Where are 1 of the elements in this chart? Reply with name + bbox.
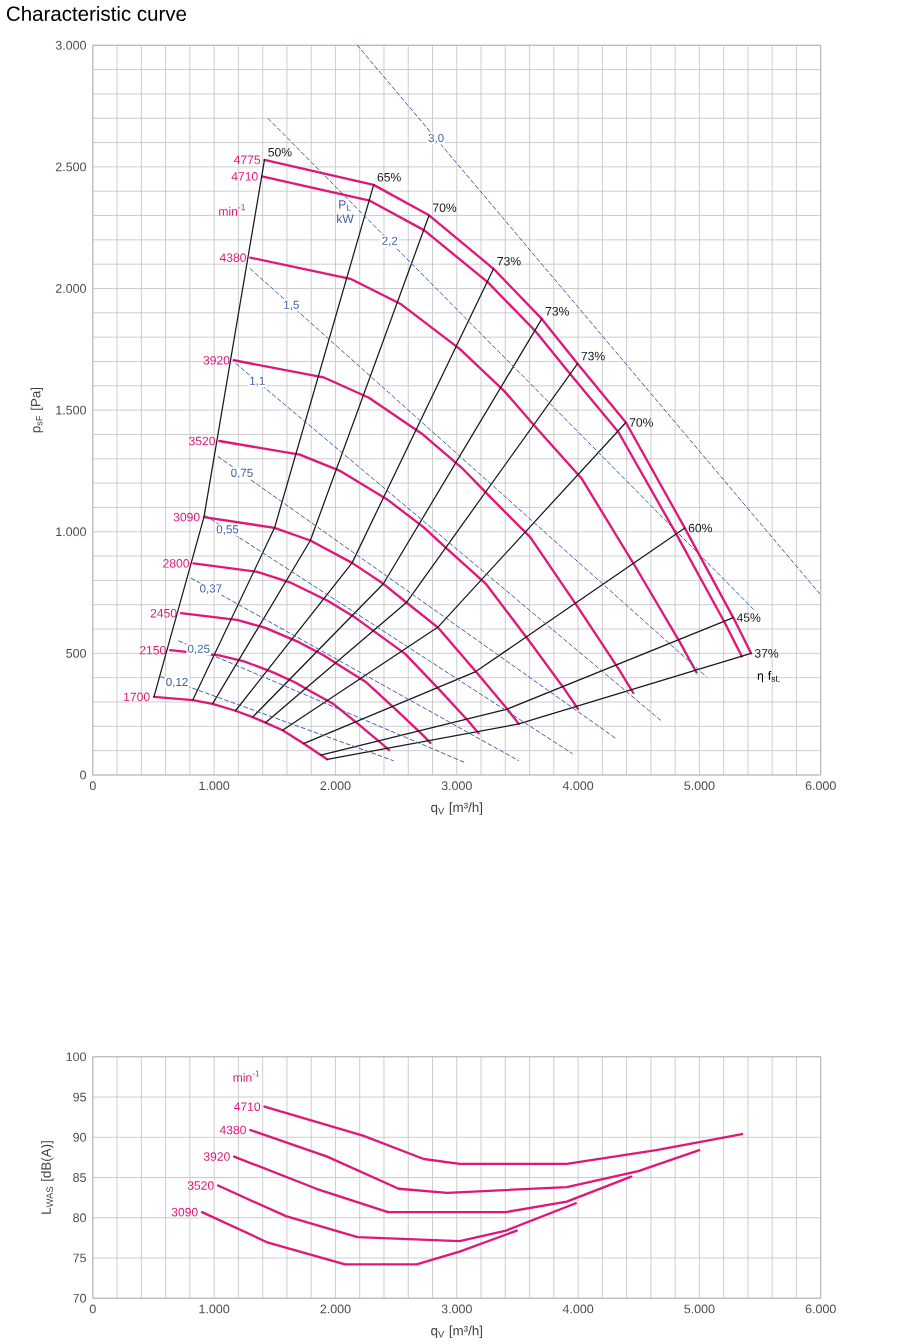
chart-title: Characteristic curve bbox=[6, 5, 186, 21]
